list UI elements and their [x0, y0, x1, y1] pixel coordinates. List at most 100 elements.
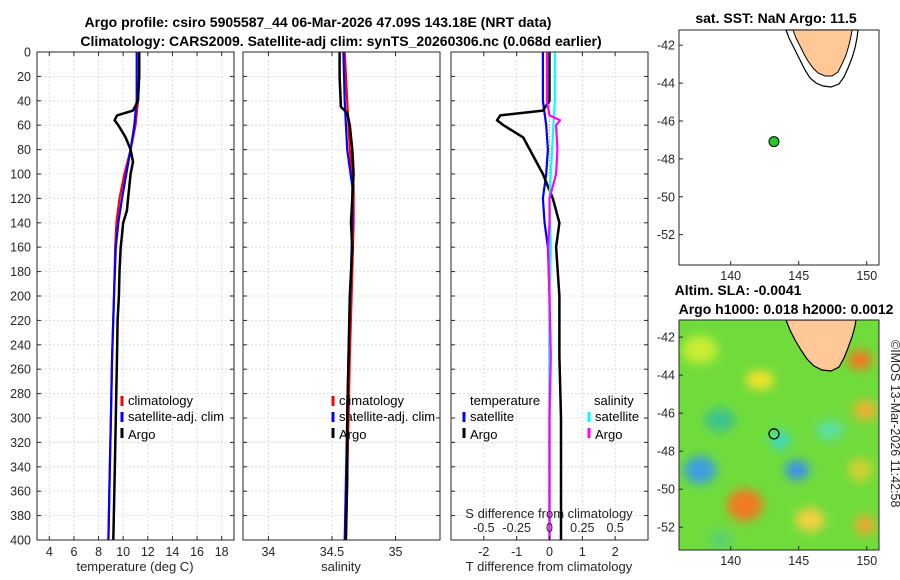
top-x-tick-label: -0.5	[473, 521, 495, 535]
temperature-xlabel: temperature (deg C)	[76, 559, 193, 574]
y-tick-label: 380	[10, 509, 31, 523]
map-y-tick-label: -48	[657, 152, 675, 166]
x-tick-label: 0	[546, 545, 553, 559]
map-x-tick-label: 140	[720, 554, 741, 568]
salinity-legend: climatology satellite-adj. clim Argo	[331, 393, 435, 442]
x-tick-label: 34.5	[320, 545, 344, 559]
map-x-tick-label: 145	[788, 269, 809, 283]
legend-label-t-satellite: satellite	[470, 409, 514, 424]
x-tick-label: 1	[579, 545, 586, 559]
x-tick-label: 14	[165, 545, 179, 559]
series-line-argo	[112, 52, 141, 541]
temperature-grid	[37, 51, 234, 541]
y-tick-label: 360	[10, 485, 31, 499]
sst-map-coastline	[785, 29, 859, 88]
y-tick-label: 340	[10, 460, 31, 474]
salinity-xlabel: salinity	[321, 559, 361, 574]
y-tick-label: 160	[10, 241, 31, 255]
y-tick-label: 80	[17, 143, 31, 157]
y-tick-label: 0	[24, 46, 31, 60]
series-line-s-argo	[545, 52, 562, 540]
legend-label-climatology: climatology	[339, 393, 405, 408]
y-tick-label: 400	[10, 534, 31, 548]
x-tick-label: 16	[190, 545, 204, 559]
x-tick-label: 8	[95, 545, 102, 559]
y-tick-label: 40	[17, 94, 31, 108]
sla-map-ticks: 140 145 150 -42 -44 -46 -48 -50 -52	[657, 331, 877, 568]
temperature-lines	[107, 52, 141, 541]
t-difference-xlabel: T difference from climatology	[466, 559, 633, 574]
series-line-t-argo	[495, 52, 563, 540]
top-x-tick-label: -0.25	[502, 521, 531, 535]
top-x-tick-label: 0	[546, 521, 553, 535]
salinity-lines	[338, 51, 355, 541]
map-y-tick-label: -50	[657, 190, 675, 204]
y-tick-label: 260	[10, 363, 31, 377]
sla-field	[679, 320, 879, 550]
x-tick-label: 4	[46, 545, 53, 559]
map-y-tick-label: -42	[657, 331, 675, 345]
x-tick-label: -1	[511, 545, 522, 559]
legend-label-t-argo: Argo	[470, 427, 497, 442]
temperature-panel: 0 20 40 60 80 100 120 140 160 180 200 220 240 260 280 3…	[10, 46, 235, 574]
y-tick-label: 240	[10, 338, 31, 352]
x-tick-label: 34	[261, 545, 275, 559]
salinity-panel: 34 34.5 35 salinity climatology satellite-…	[242, 51, 441, 574]
map-y-tick-label: -42	[657, 39, 675, 53]
map-x-tick-label: 150	[856, 269, 877, 283]
x-tick-label: -2	[478, 545, 489, 559]
y-tick-label: 60	[17, 119, 31, 133]
legend-label-satellite-adj: satellite-adj. clim	[339, 409, 435, 424]
float-location-marker	[768, 428, 780, 440]
temperature-ticks: 0 20 40 60 80 100 120 140 160 180 200 220 240 260 280 3…	[10, 46, 234, 559]
map-x-tick-label: 140	[720, 269, 741, 283]
sst-map-title: sat. SST: NaN Argo: 11.5	[695, 10, 857, 26]
x-tick-label: 18	[215, 545, 229, 559]
difference-ticks: -2 -1 0 1 2 -0.5 -0.25 0 0.25 0.5	[451, 51, 648, 559]
top-x-tick-label: 0.25	[570, 521, 594, 535]
map-y-tick-label: -48	[657, 445, 675, 459]
y-tick-label: 280	[10, 387, 31, 401]
y-tick-label: 200	[10, 290, 31, 304]
y-tick-label: 320	[10, 436, 31, 450]
legend-title-temperature: temperature	[470, 393, 540, 408]
x-tick-label: 2	[612, 545, 619, 559]
y-tick-label: 180	[10, 265, 31, 279]
legend-title-salinity: salinity	[594, 393, 634, 408]
figure-title-line1: Argo profile: csiro 5905587_44 06-Mar-20…	[85, 14, 552, 30]
map-y-tick-label: -50	[657, 483, 675, 497]
legend-label-s-satellite: satellite	[595, 409, 639, 424]
top-x-tick-label: 0.5	[606, 521, 623, 535]
x-tick-label: 35	[389, 545, 403, 559]
difference-legend: temperature salinity satellite Argo sate…	[462, 393, 639, 442]
s-difference-xlabel: S difference from climatology	[465, 506, 633, 521]
imos-watermark: ©IMOS 13-Mar-2026 11:42:58	[888, 340, 900, 507]
y-tick-label: 220	[10, 314, 31, 328]
map-y-tick-label: -44	[657, 77, 675, 91]
difference-panel: -2 -1 0 1 2 -0.5 -0.25 0 0.25 0.5 S difference fr…	[450, 51, 649, 574]
map-y-tick-label: -46	[657, 407, 675, 421]
x-tick-label: 6	[70, 545, 77, 559]
temperature-legend: climatology satellite-adj. clim Argo	[120, 393, 224, 442]
map-y-tick-label: -44	[657, 369, 675, 383]
x-tick-label: 12	[141, 545, 155, 559]
float-location-marker	[768, 136, 780, 148]
y-tick-label: 20	[17, 70, 31, 84]
y-tick-label: 300	[10, 412, 31, 426]
difference-lines	[495, 52, 563, 540]
map-y-tick-label: -52	[657, 521, 675, 535]
sst-map: sat. SST: NaN Argo: 11.5 140 145 150 -42 -44…	[657, 10, 880, 283]
legend-label-argo: Argo	[128, 427, 155, 442]
sst-map-ticks: 140 145 150 -42 -44 -46 -48 -50 -52	[657, 39, 877, 283]
y-tick-label: 100	[10, 168, 31, 182]
series-line-argo	[338, 52, 355, 541]
y-tick-label: 140	[10, 216, 31, 230]
y-tick-label: 120	[10, 192, 31, 206]
map-x-tick-label: 145	[788, 554, 809, 568]
legend-label-s-argo: Argo	[595, 427, 622, 442]
legend-label-climatology: climatology	[128, 393, 194, 408]
x-tick-label: 10	[116, 545, 130, 559]
salinity-ticks: 34 34.5 35	[243, 51, 440, 559]
legend-label-argo: Argo	[339, 427, 366, 442]
